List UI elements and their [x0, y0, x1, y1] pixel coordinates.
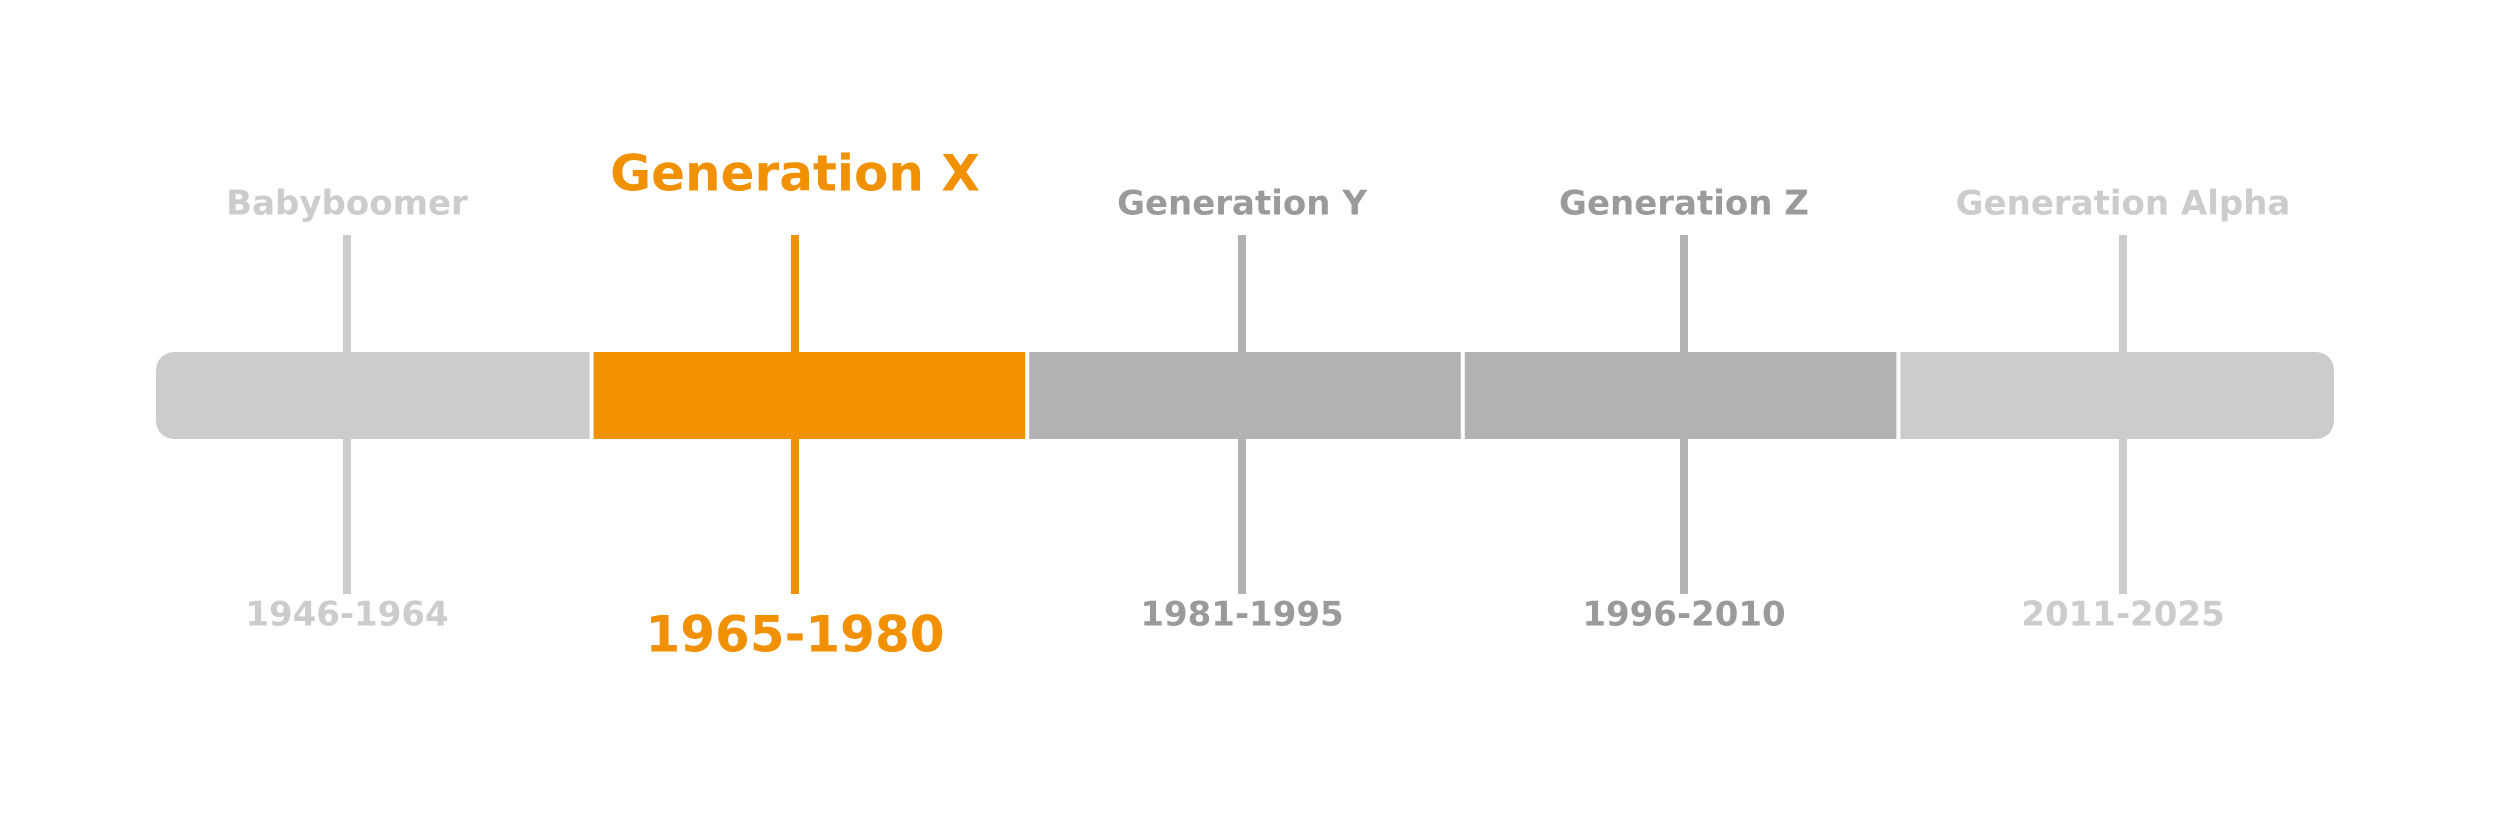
tick-bottom	[343, 439, 351, 594]
generation-label: Generation Z	[1559, 184, 1809, 224]
tick-top	[343, 235, 351, 352]
generation-label: Babyboomer	[226, 184, 468, 224]
generation-years: 2011-2025	[2021, 595, 2224, 635]
timeline-segment	[593, 352, 1026, 439]
tick-bottom	[2119, 439, 2127, 594]
tick-bottom	[1238, 439, 1246, 594]
generation-label: Generation Y	[1117, 184, 1367, 224]
timeline-segment	[156, 352, 590, 439]
generation-label: Generation X	[610, 145, 980, 203]
timeline-bar	[156, 352, 2334, 439]
timeline-segment	[1900, 352, 2334, 439]
tick-top	[1680, 235, 1688, 352]
tick-top	[2119, 235, 2127, 352]
timeline-segment	[1029, 352, 1461, 439]
timeline-segment	[1464, 352, 1897, 439]
generation-years: 1946-1964	[245, 595, 448, 635]
tick-bottom	[1680, 439, 1688, 594]
generation-years: 1981-1995	[1140, 595, 1343, 635]
generation-years: 1996-2010	[1582, 595, 1785, 635]
generation-label: Generation Alpha	[1956, 184, 2291, 224]
tick-bottom	[791, 439, 799, 594]
tick-top	[791, 235, 799, 352]
generation-years: 1965-1980	[645, 606, 944, 664]
tick-top	[1238, 235, 1246, 352]
